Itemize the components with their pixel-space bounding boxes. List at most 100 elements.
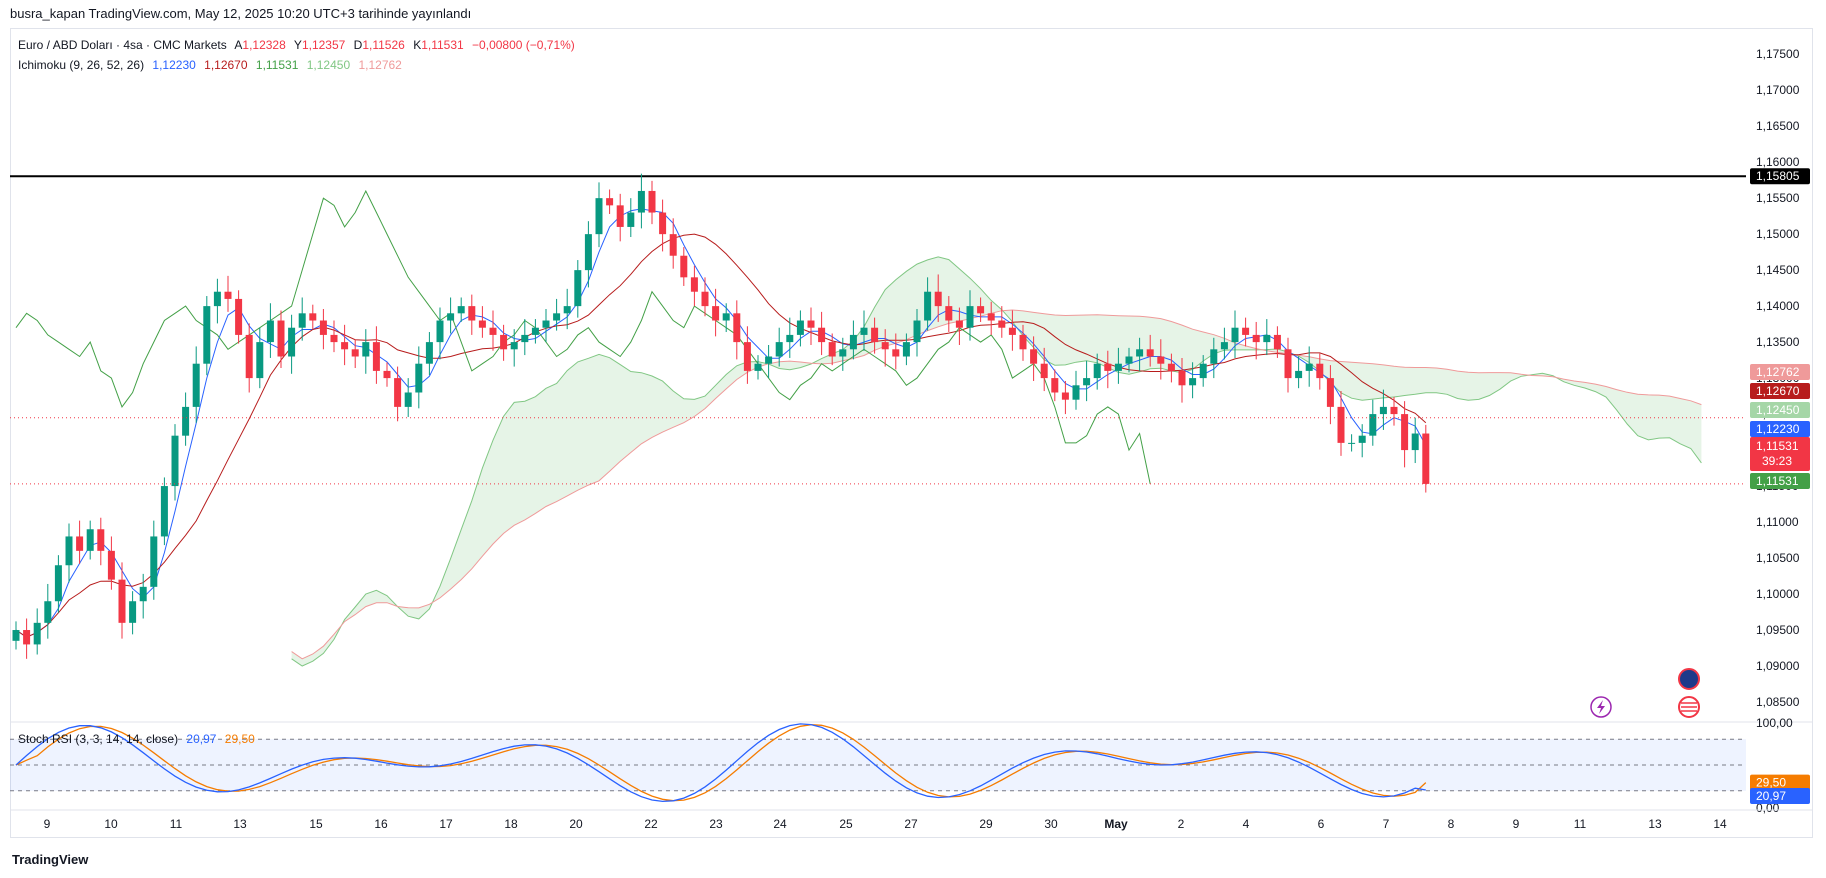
candle bbox=[818, 311, 826, 356]
price-tick-label: 1,10500 bbox=[1756, 551, 1800, 565]
candle bbox=[648, 180, 656, 225]
candle bbox=[76, 520, 84, 564]
candle-body bbox=[288, 327, 296, 357]
price-tags: 1,158051,127621,126701,124501,122301,115… bbox=[1750, 168, 1810, 489]
candle-body bbox=[468, 306, 476, 321]
candle-body bbox=[319, 320, 327, 335]
candle-body bbox=[531, 327, 539, 335]
candle bbox=[1401, 401, 1409, 468]
ichimoku-cloud bbox=[291, 256, 1702, 666]
candle-body bbox=[765, 356, 773, 364]
time-tick-label: 13 bbox=[1648, 817, 1662, 831]
price-tag-text: 1,11531 bbox=[1756, 474, 1799, 488]
candle bbox=[1061, 380, 1069, 415]
time-tick-label: 4 bbox=[1243, 817, 1250, 831]
candle-body bbox=[1167, 363, 1175, 371]
eu-flag-circle bbox=[1678, 668, 1700, 690]
candle-body bbox=[182, 406, 190, 436]
candle bbox=[1157, 339, 1165, 380]
ichimoku-legend[interactable]: Ichimoku (9, 26, 52, 26) 1,12230 1,12670… bbox=[18, 58, 407, 72]
tenkan-line bbox=[15, 208, 1427, 638]
stoch-legend[interactable]: Stoch RSI (3, 3, 14, 14, close) 20,97 29… bbox=[18, 732, 260, 746]
candle bbox=[54, 555, 62, 613]
candle bbox=[955, 307, 963, 345]
candle-body bbox=[892, 349, 900, 357]
time-tick-label: 23 bbox=[709, 817, 723, 831]
candle-body bbox=[1093, 363, 1101, 379]
price-tick-label: 1,14000 bbox=[1756, 299, 1800, 313]
kijun-value: 1,12670 bbox=[204, 58, 248, 72]
price-tag-bg bbox=[1750, 364, 1810, 380]
candle bbox=[966, 290, 974, 341]
stoch-k-tag-text: 20,97 bbox=[1756, 789, 1786, 803]
price-tag-bg bbox=[1750, 473, 1810, 489]
candle bbox=[23, 618, 31, 659]
candle-body bbox=[23, 630, 31, 645]
candle-body bbox=[627, 212, 635, 227]
candle bbox=[637, 173, 645, 229]
candle bbox=[765, 344, 773, 379]
candle-body bbox=[1061, 392, 1069, 400]
candle-body bbox=[309, 313, 317, 321]
time-axis: 9 10 11 13 15 16 17 18 20 22 23 24 25 27 29 30 May 2 4 6 7 8 9… bbox=[10, 809, 1813, 831]
tradingview-logo[interactable]: TradingView bbox=[12, 852, 89, 867]
candle bbox=[362, 329, 370, 374]
candle bbox=[1390, 396, 1398, 426]
candle-body bbox=[1189, 378, 1197, 386]
candle-body bbox=[574, 270, 582, 307]
candle bbox=[1040, 347, 1048, 392]
price-tick-label: 1,11000 bbox=[1756, 515, 1799, 529]
indicator-lines bbox=[15, 189, 1702, 667]
candle bbox=[680, 247, 688, 286]
candle-body bbox=[1157, 356, 1165, 364]
candle bbox=[118, 562, 126, 639]
candle-body bbox=[1051, 378, 1059, 393]
candle-body bbox=[1072, 385, 1080, 400]
candle-body bbox=[807, 320, 815, 328]
candle-body bbox=[1136, 349, 1144, 357]
lightning-icon bbox=[1590, 696, 1612, 718]
symbol-legend[interactable]: Euro / ABD Doları · 4sa · CMC Markets A1… bbox=[18, 38, 580, 52]
candle-body bbox=[33, 622, 41, 645]
candle-body bbox=[213, 291, 221, 307]
candle-body bbox=[733, 313, 741, 343]
candle-body bbox=[796, 320, 804, 335]
candle bbox=[913, 308, 921, 357]
candle bbox=[457, 297, 465, 322]
price-tag-text: 1,12450 bbox=[1756, 403, 1800, 417]
candle bbox=[1146, 334, 1154, 367]
price-tag-bg bbox=[1750, 402, 1810, 418]
stoch-k-tag: 20,97 bbox=[1750, 787, 1810, 804]
candle bbox=[669, 218, 677, 269]
open-value: A1,12328 bbox=[234, 38, 286, 52]
candle-body bbox=[1178, 370, 1186, 386]
candle-body bbox=[987, 313, 995, 321]
candle-body bbox=[203, 306, 211, 364]
candle bbox=[839, 337, 847, 371]
candle bbox=[1083, 360, 1091, 402]
candle bbox=[1326, 365, 1334, 425]
candle-body bbox=[542, 320, 550, 328]
candle-body bbox=[266, 320, 274, 343]
price-tick-label: 1,15500 bbox=[1756, 191, 1800, 205]
candle bbox=[44, 583, 52, 639]
candle-body bbox=[1422, 433, 1430, 484]
candle bbox=[722, 303, 730, 333]
candle bbox=[224, 275, 232, 312]
candle bbox=[743, 326, 751, 384]
candle bbox=[924, 277, 932, 331]
candle-body bbox=[1348, 442, 1356, 444]
time-tick-label: 24 bbox=[773, 817, 787, 831]
candle bbox=[1263, 319, 1271, 356]
candle bbox=[1189, 362, 1197, 399]
candle bbox=[828, 333, 836, 366]
candle bbox=[1348, 434, 1356, 452]
candle-body bbox=[754, 363, 762, 371]
candle-body bbox=[1358, 435, 1366, 443]
candle bbox=[1072, 370, 1080, 410]
candle-body bbox=[192, 363, 200, 407]
price-tick-label: 1,13500 bbox=[1756, 335, 1800, 349]
candle-body bbox=[818, 327, 826, 343]
